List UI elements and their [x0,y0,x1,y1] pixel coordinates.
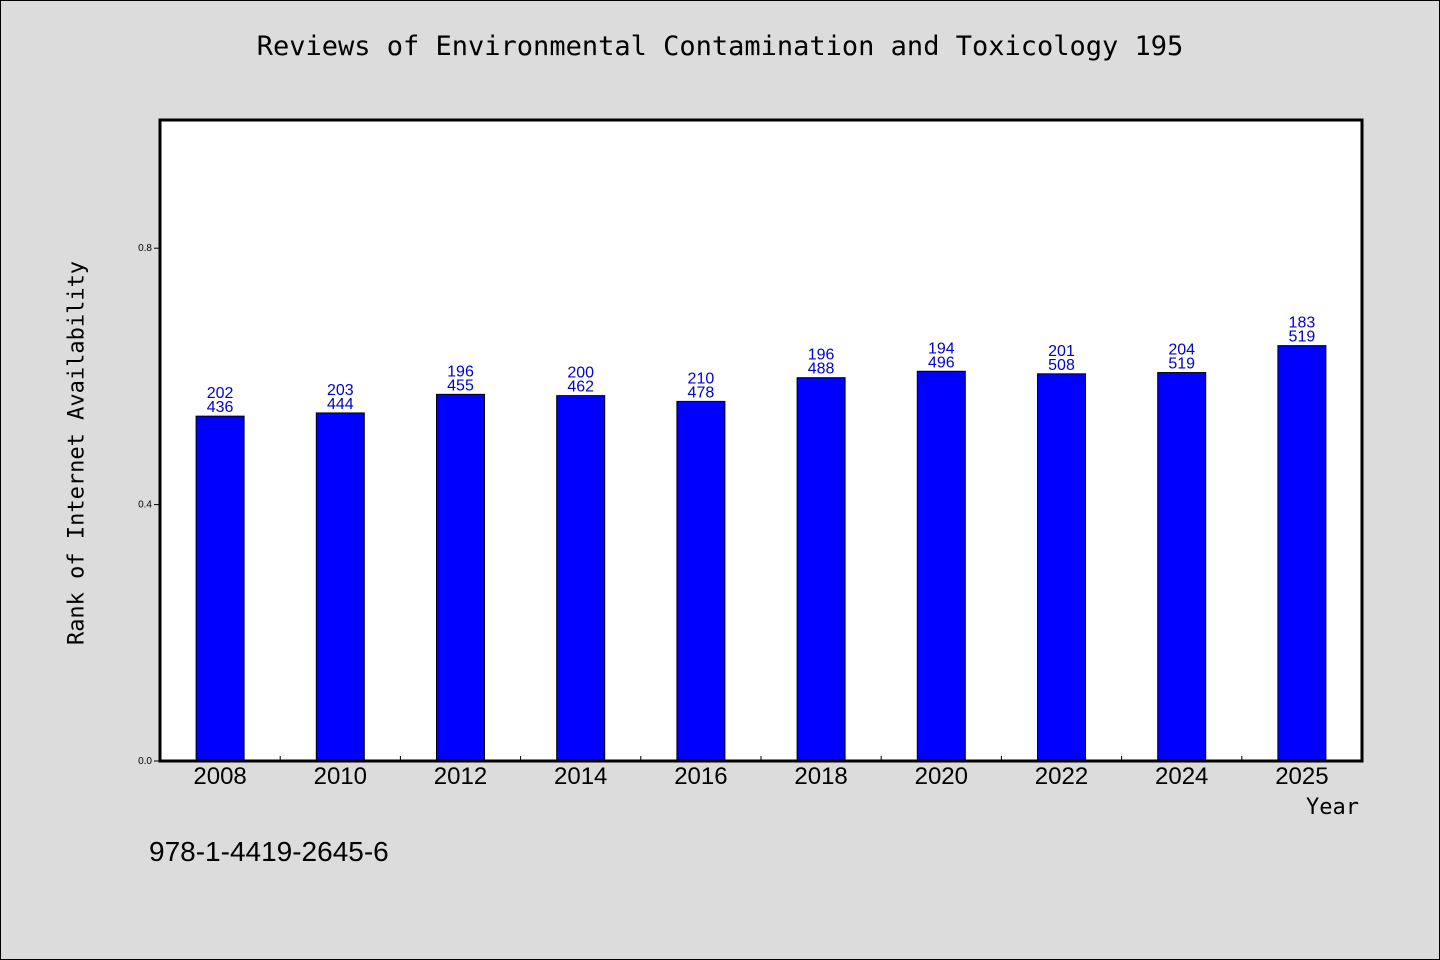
x-tick-label-2010: 2010 [314,763,367,790]
x-tick-label-2012: 2012 [434,763,487,790]
chart-title: Reviews of Environmental Contamination a… [256,31,1184,62]
data-label-2014-2: 462 [567,379,594,396]
plot-frame [158,118,1364,763]
data-label-2024-1: 204 [1168,342,1195,359]
data-label-2012-2: 455 [447,377,474,394]
data-label-2018-1: 196 [808,347,835,364]
bar-2008 [195,415,245,762]
x-tick-label-2024: 2024 [1155,763,1208,790]
x-tick-label-2008: 2008 [193,763,246,790]
data-label-2010-1: 203 [327,382,354,399]
data-label-2008-1: 202 [207,385,234,402]
bar-2016 [676,400,726,762]
y-tick-label-0.8: 0.8 [138,243,152,254]
data-label-2022-1: 201 [1048,343,1075,360]
x-tick-label-2022: 2022 [1035,763,1088,790]
data-label-2010-2: 444 [327,396,354,413]
data-label-2024-2: 519 [1168,356,1195,373]
data-label-2022-2: 508 [1048,357,1075,374]
x-tick-label-2016: 2016 [674,763,727,790]
bar-2010 [315,412,365,762]
isbn-text: 978-1-4419-2645-6 [149,836,389,867]
bar-2024 [1157,372,1207,762]
x-tick-label-2014: 2014 [554,763,607,790]
data-label-2012-1: 196 [447,363,474,380]
bar-2022 [1037,373,1086,762]
x-axis-label: Year [1306,795,1359,820]
bar-2018 [796,377,846,762]
x-tick-label-2018: 2018 [794,763,847,790]
bar-2020 [916,370,966,762]
data-label-2016-2: 478 [688,384,715,401]
data-label-2025-2: 519 [1289,329,1316,346]
bar-2025 [1277,345,1327,762]
y-tick-label-0.4: 0.4 [138,500,152,511]
data-label-2008-2: 436 [207,399,234,416]
bar-2014 [556,395,606,762]
bar-2012 [436,393,485,762]
x-tick-label-2025: 2025 [1275,763,1328,790]
y-tick-label-0.0: 0.0 [138,756,152,767]
data-label-2016-1: 210 [688,370,715,387]
x-tick-label-2020: 2020 [915,763,968,790]
data-label-2020-2: 496 [928,354,955,371]
data-label-2025-1: 183 [1289,315,1316,332]
data-label-2018-2: 488 [808,361,835,378]
data-label-2014-1: 200 [567,365,594,382]
data-label-2020-1: 194 [928,340,955,357]
